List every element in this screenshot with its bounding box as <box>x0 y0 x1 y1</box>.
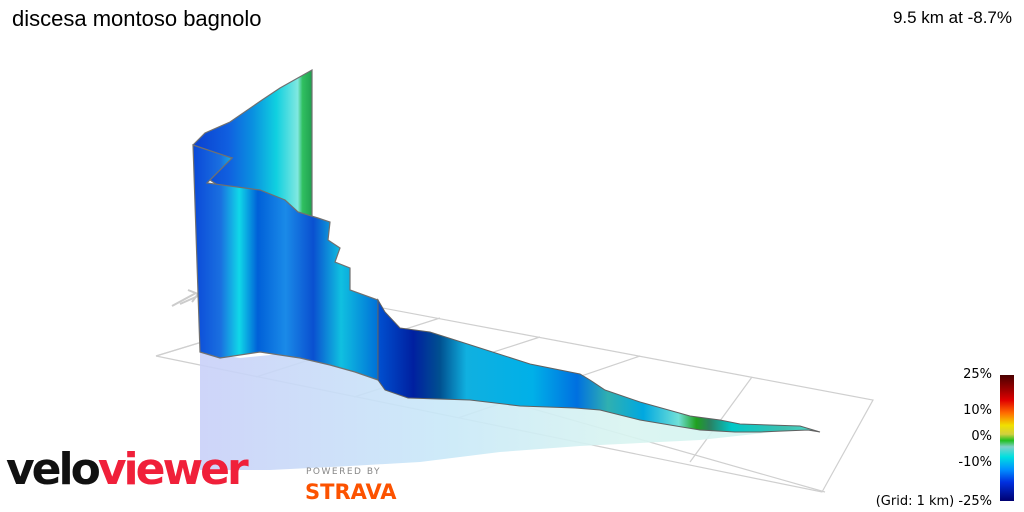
profile-wall-front <box>192 144 379 381</box>
legend-tick-0: 0% <box>971 429 992 444</box>
grid-scale-label: (Grid: 1 km) <box>875 494 955 509</box>
veloviewer-logo[interactable]: veloviewer <box>6 444 249 495</box>
profile-reflection <box>200 352 810 470</box>
gradient-colorbar <box>1000 375 1014 501</box>
legend-tick-10: 10% <box>963 403 992 418</box>
powered-by-label: POWERED BY <box>306 467 382 477</box>
route-title: discesa montoso bagnolo <box>12 6 262 31</box>
route-summary: 9.5 km at -8.7% <box>892 8 1012 27</box>
legend-tick-minus10: -10% <box>958 455 992 470</box>
legend-tick-minus25: (Grid: 1 km) -25% <box>875 494 992 509</box>
profile-wall-tail <box>377 298 821 433</box>
gradient-legend: 25% 10% 0% -10% (Grid: 1 km) -25% <box>876 367 1014 512</box>
legend-tick-25: 25% <box>963 367 992 382</box>
strava-logo[interactable]: STRAVA <box>305 480 397 504</box>
direction-arrow-icon <box>171 289 200 307</box>
